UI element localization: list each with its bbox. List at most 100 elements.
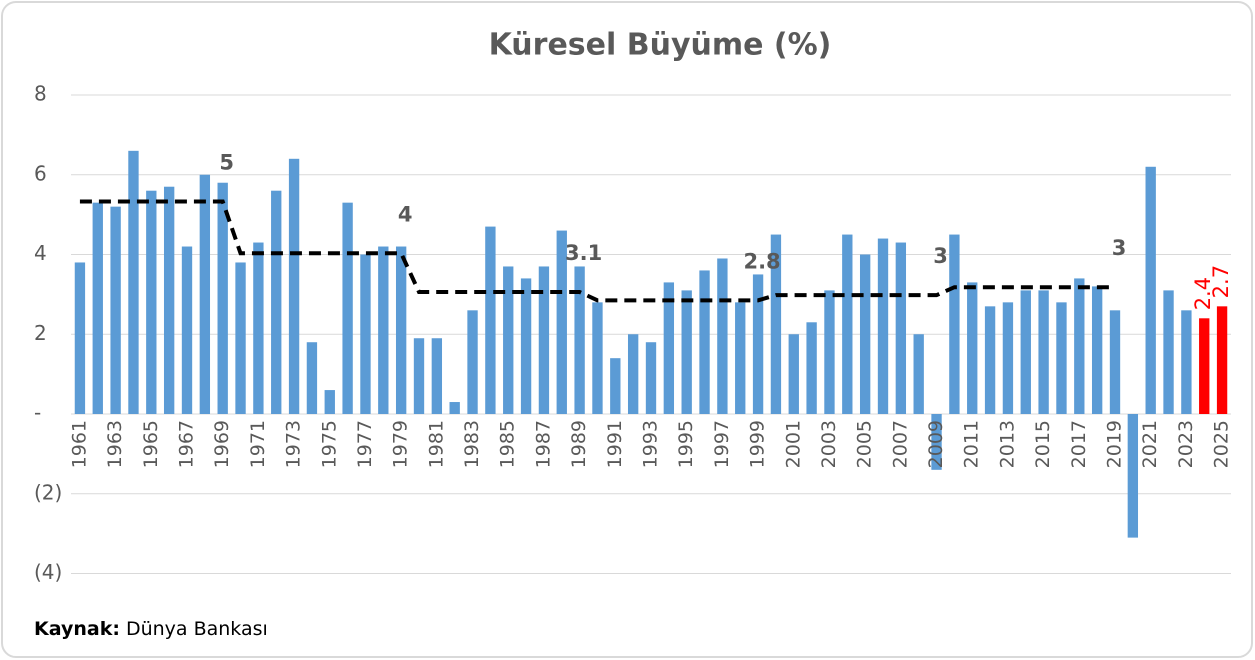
bar bbox=[859, 254, 871, 414]
bar bbox=[681, 290, 692, 414]
bar bbox=[146, 190, 157, 414]
y-tick-label: 6 bbox=[34, 161, 47, 185]
x-tick-label: 1973 bbox=[283, 420, 305, 468]
bar bbox=[538, 266, 550, 414]
bar bbox=[967, 282, 978, 414]
bar bbox=[360, 254, 371, 414]
x-tick-label: 1993 bbox=[640, 420, 662, 468]
bar bbox=[1163, 290, 1174, 414]
average-line bbox=[79, 199, 1115, 303]
annotation: 3.1 bbox=[565, 241, 602, 265]
x-tick-label: 1981 bbox=[425, 420, 447, 468]
bar bbox=[1127, 414, 1139, 538]
y-tick-label: 2 bbox=[34, 321, 47, 345]
bar bbox=[1038, 290, 1049, 414]
bar bbox=[735, 302, 746, 414]
bar bbox=[895, 242, 907, 414]
bar bbox=[110, 206, 121, 414]
bar bbox=[520, 278, 532, 414]
bar bbox=[378, 246, 389, 414]
x-tick-label: 1961 bbox=[68, 420, 90, 468]
x-tick-label: 1975 bbox=[318, 420, 340, 468]
x-tick-label: 1991 bbox=[604, 420, 626, 468]
bar bbox=[1091, 286, 1103, 414]
bar bbox=[74, 262, 86, 414]
bar bbox=[824, 290, 835, 414]
bar bbox=[984, 306, 996, 414]
bar bbox=[556, 230, 567, 414]
bar bbox=[1216, 306, 1228, 414]
bar bbox=[877, 238, 889, 414]
x-tick-label: 1963 bbox=[104, 420, 126, 468]
x-tick-label: 1999 bbox=[747, 420, 769, 468]
bar bbox=[913, 334, 924, 414]
x-tick-label: 1983 bbox=[461, 420, 483, 468]
bar bbox=[288, 158, 300, 414]
annotation: 5 bbox=[219, 150, 234, 174]
bar bbox=[1145, 166, 1156, 414]
bar bbox=[699, 270, 710, 414]
x-tick-label: 2005 bbox=[854, 420, 876, 468]
bar bbox=[413, 338, 425, 414]
bar bbox=[1002, 302, 1014, 414]
x-tick-label: 2001 bbox=[782, 420, 804, 468]
x-tick-label: 2017 bbox=[1068, 420, 1090, 468]
annotation: 4 bbox=[398, 202, 413, 226]
bar bbox=[306, 342, 318, 414]
bar bbox=[235, 262, 246, 414]
y-tick-label: (4) bbox=[34, 560, 62, 584]
x-tick-label: 2013 bbox=[996, 420, 1018, 468]
x-tick-label: 1987 bbox=[532, 420, 554, 468]
annotation: 3 bbox=[933, 244, 948, 268]
bar bbox=[467, 310, 478, 414]
bar bbox=[92, 202, 103, 414]
source: Kaynak: Dünya Bankası bbox=[34, 618, 268, 640]
x-tick-label: 2007 bbox=[889, 420, 911, 468]
x-tick-label: 1965 bbox=[140, 420, 162, 468]
bar bbox=[717, 258, 728, 414]
x-tick-label: 1977 bbox=[354, 420, 376, 468]
bar bbox=[770, 234, 782, 414]
bar bbox=[253, 242, 264, 414]
bar bbox=[217, 182, 228, 414]
annotation: 3 bbox=[1112, 236, 1127, 260]
x-tick-label: 2021 bbox=[1139, 420, 1161, 468]
y-tick-label: 8 bbox=[34, 82, 47, 106]
bar bbox=[645, 342, 657, 414]
bar bbox=[610, 358, 621, 414]
bar bbox=[449, 402, 460, 414]
x-tick-label: 1979 bbox=[390, 420, 412, 468]
x-tick-label: 1967 bbox=[176, 420, 198, 468]
x-tick-label: 1989 bbox=[568, 420, 590, 468]
x-tick-label: 2011 bbox=[961, 420, 983, 468]
x-tick-label: 2025 bbox=[1211, 420, 1233, 468]
bar bbox=[395, 246, 407, 414]
bar bbox=[1056, 302, 1067, 414]
x-tick-label: 1985 bbox=[497, 420, 519, 468]
bar bbox=[806, 322, 817, 414]
data-label: 2.4 bbox=[1191, 277, 1215, 310]
bar bbox=[181, 246, 193, 414]
bar bbox=[592, 302, 603, 414]
x-tick-label: 1969 bbox=[211, 420, 233, 468]
bar bbox=[842, 234, 853, 414]
bar bbox=[431, 338, 443, 414]
bar bbox=[503, 266, 514, 414]
x-tick-label: 2019 bbox=[1104, 420, 1126, 468]
bar bbox=[949, 234, 960, 414]
bar bbox=[324, 390, 335, 414]
x-tick-label: 2015 bbox=[1032, 420, 1054, 468]
bar bbox=[163, 186, 175, 414]
bar bbox=[1074, 278, 1085, 414]
x-tick-label: 2003 bbox=[818, 420, 840, 468]
bar bbox=[128, 150, 139, 414]
y-tick-label: - bbox=[34, 401, 41, 425]
bar bbox=[663, 282, 675, 414]
bar bbox=[1181, 310, 1192, 414]
x-tick-label: 1971 bbox=[247, 420, 269, 468]
x-tick-label: 1997 bbox=[711, 420, 733, 468]
chart-title: Küresel Büyüme (%) bbox=[489, 28, 832, 63]
y-tick-label: 4 bbox=[34, 241, 47, 265]
bar bbox=[485, 226, 496, 414]
